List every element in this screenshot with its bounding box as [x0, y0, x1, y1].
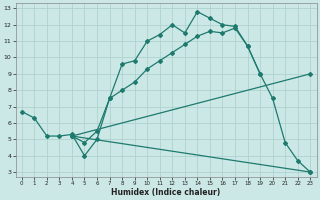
X-axis label: Humidex (Indice chaleur): Humidex (Indice chaleur) [111, 188, 221, 197]
